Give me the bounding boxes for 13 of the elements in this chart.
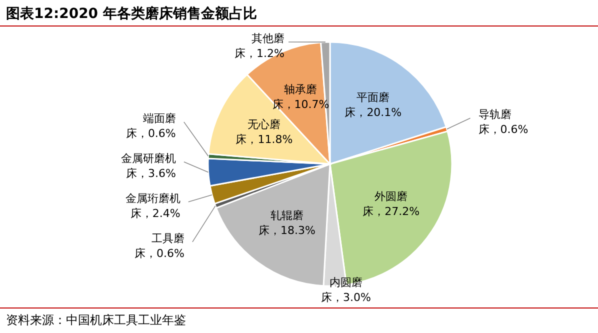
slice-label: 无心磨床，11.8%: [236, 118, 293, 146]
slice-label: 平面磨床，20.1%: [344, 90, 402, 119]
slice-label: 端面磨床，0.6%: [126, 112, 176, 140]
slice-label: 导轨磨床，0.6%: [478, 108, 528, 136]
slice-label: 工具磨床，0.6%: [134, 232, 184, 260]
slice-label: 轧辊磨床，18.3%: [258, 209, 316, 238]
slice-label: 金属研磨机床，3.6%: [120, 152, 176, 180]
text: 资料来源：中国机床工具工业年鉴: [6, 313, 186, 327]
slice-label: 外圆磨床，27.2%: [362, 190, 420, 218]
slice-label: 金属珩磨机床，2.4%: [125, 192, 180, 220]
chart-title: 图表12:2020 年各类磨床销售金额占比: [6, 5, 257, 22]
slice-label: 其他磨床，1.2%: [234, 32, 284, 60]
slice-label: 内圆磨床，3.0%: [320, 276, 371, 304]
